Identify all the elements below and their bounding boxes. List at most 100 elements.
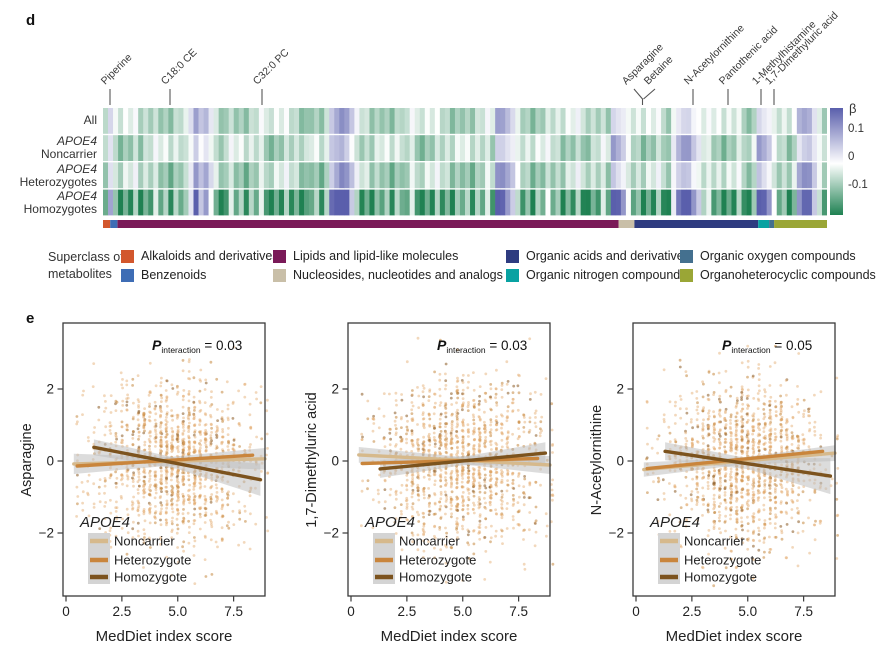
heatmap-cell bbox=[565, 108, 571, 134]
scatter-point bbox=[729, 431, 733, 434]
scatter-point bbox=[791, 484, 795, 487]
scatter-point bbox=[181, 431, 185, 435]
scatter-point bbox=[673, 485, 677, 489]
scatter-point bbox=[835, 437, 839, 441]
scatter-point bbox=[712, 423, 716, 426]
scatter-point bbox=[768, 448, 772, 452]
scatter-point bbox=[511, 482, 515, 485]
scatter-point bbox=[773, 479, 777, 482]
scatter-point bbox=[500, 506, 504, 510]
heatmap-cell bbox=[781, 162, 788, 189]
heatmap-cell bbox=[681, 189, 687, 216]
heatmap-cell bbox=[540, 189, 546, 216]
scatter-point bbox=[729, 422, 732, 425]
scatter-point bbox=[484, 501, 487, 505]
scatter-point bbox=[684, 524, 688, 528]
heatmap-cell bbox=[480, 108, 486, 134]
scatter-point bbox=[473, 468, 476, 471]
scatter-point bbox=[405, 496, 409, 500]
heatmap-cell bbox=[409, 189, 416, 216]
heatmap-cell bbox=[173, 135, 179, 161]
scatter-point bbox=[483, 424, 487, 427]
scatter-point bbox=[813, 420, 817, 424]
scatter-point bbox=[216, 426, 219, 430]
scatter-point bbox=[416, 440, 419, 444]
scatter-point bbox=[131, 506, 135, 510]
scatter-point bbox=[724, 506, 728, 509]
heatmap-cell bbox=[434, 108, 441, 134]
scatter-point bbox=[460, 485, 464, 489]
scatter-point bbox=[786, 493, 789, 497]
scatter-point bbox=[422, 395, 425, 399]
heatmap-cell bbox=[651, 162, 657, 189]
scatter-point bbox=[192, 513, 196, 517]
scatter-point bbox=[181, 438, 185, 442]
heatmap-cell bbox=[238, 135, 245, 161]
scatter-point bbox=[718, 473, 722, 476]
scatter-point bbox=[701, 486, 705, 490]
scatter-point bbox=[198, 481, 202, 485]
scatter-point bbox=[835, 557, 839, 560]
scatter-point bbox=[478, 530, 481, 533]
heatmap-cell bbox=[465, 135, 471, 161]
scatter-point bbox=[539, 393, 543, 396]
scatter-point bbox=[119, 478, 123, 482]
scatter-point bbox=[439, 517, 443, 520]
heatmap-cell bbox=[454, 108, 461, 134]
heatmap-cell bbox=[188, 108, 194, 134]
scatter-point bbox=[471, 429, 475, 433]
scatter-point bbox=[456, 408, 459, 412]
scatter-point bbox=[729, 482, 733, 485]
scatter-point bbox=[729, 557, 733, 561]
heatmap-cell bbox=[118, 162, 124, 189]
heatmap-cell bbox=[324, 108, 330, 134]
scatter-point bbox=[461, 504, 465, 507]
x-tick-label: 0 bbox=[347, 604, 355, 619]
scatter-point bbox=[410, 408, 414, 412]
scatter-point bbox=[188, 483, 192, 487]
scatter-point bbox=[143, 532, 146, 536]
scatter-point bbox=[198, 401, 202, 405]
scatter-point bbox=[433, 493, 437, 497]
scatter-point bbox=[751, 532, 755, 535]
scatter-point bbox=[455, 479, 459, 482]
scatter-point bbox=[747, 478, 750, 482]
heatmap-cell bbox=[133, 189, 139, 216]
scatter-point bbox=[394, 443, 398, 446]
scatter-point bbox=[478, 519, 482, 523]
scatter-point bbox=[165, 555, 169, 559]
scatter-point bbox=[439, 479, 443, 483]
scatter-point bbox=[159, 466, 163, 470]
scatter-point bbox=[154, 436, 158, 439]
scatter-point bbox=[466, 481, 469, 484]
scatter-point bbox=[769, 444, 773, 448]
scatter-point bbox=[126, 475, 130, 479]
scatter-point bbox=[757, 446, 760, 449]
scatter-point bbox=[690, 418, 693, 421]
scatter-point bbox=[746, 375, 749, 379]
row-label-line1: APOE4 bbox=[56, 161, 97, 176]
scatter-point bbox=[221, 504, 224, 507]
scatter-point bbox=[165, 433, 169, 436]
scatter-point bbox=[170, 441, 173, 445]
scatter-point bbox=[712, 503, 716, 506]
scatter-point bbox=[432, 512, 436, 516]
scatter-point bbox=[443, 404, 447, 408]
scatter-point bbox=[377, 407, 381, 411]
scatter-point bbox=[506, 415, 509, 418]
heatmap-cell bbox=[434, 189, 441, 216]
scatter-point bbox=[702, 382, 705, 386]
scatter-point bbox=[439, 497, 443, 501]
scatter-point bbox=[210, 390, 213, 393]
scatter-point bbox=[466, 386, 470, 390]
scatter-point bbox=[489, 470, 493, 474]
scatter-point bbox=[137, 400, 141, 404]
scatter-point bbox=[779, 510, 783, 514]
scatter-point bbox=[747, 404, 750, 408]
scatter-point bbox=[405, 478, 409, 482]
scatter-point bbox=[193, 424, 197, 427]
scatter-point bbox=[752, 529, 756, 533]
scatter-point bbox=[411, 476, 414, 480]
scatter-point bbox=[114, 432, 118, 435]
scatter-point bbox=[176, 390, 180, 394]
